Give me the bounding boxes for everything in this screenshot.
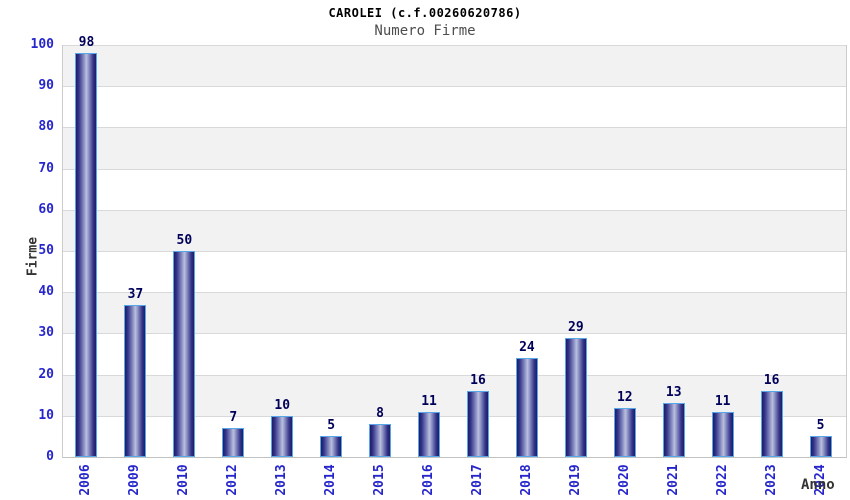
bar <box>564 337 587 457</box>
y-tick-label: 10 <box>38 407 54 423</box>
bar <box>124 304 147 457</box>
x-tick-label: 2017 <box>469 464 485 496</box>
bars-layer: 98 37 50 7 10 5 8 11 16 24 29 12 13 11 16 5 <box>62 36 845 457</box>
x-tick-label: 2021 <box>665 464 681 496</box>
bar <box>466 391 489 457</box>
x-tick-label: 2019 <box>567 464 583 496</box>
bar-value-label: 10 <box>274 397 291 413</box>
bar <box>711 411 734 457</box>
bar-value-label: 16 <box>470 373 486 389</box>
y-tick-label: 80 <box>38 119 54 135</box>
bar <box>173 251 196 457</box>
y-axis-label: Firme <box>25 236 41 277</box>
plot-band <box>63 209 846 251</box>
bar <box>222 428 245 457</box>
x-tick-label: 2014 <box>323 464 339 496</box>
bar <box>369 424 392 457</box>
x-tick-label: 2012 <box>225 464 241 496</box>
bar <box>418 411 441 457</box>
x-tick-label: 2023 <box>763 464 779 496</box>
bar <box>613 407 636 457</box>
y-tick-label: 70 <box>38 160 54 176</box>
bar <box>320 436 343 457</box>
x-axis-label: Anno <box>801 477 835 493</box>
chart-subtitle: Numero Firme <box>374 23 476 39</box>
x-tick-label: 2016 <box>421 464 437 496</box>
bar-value-label: 29 <box>568 319 584 335</box>
bar <box>75 53 98 457</box>
x-tick-label: 2009 <box>127 464 143 496</box>
bar <box>809 436 832 457</box>
plot-band <box>63 45 846 87</box>
bar <box>662 403 685 457</box>
bar-value-label: 11 <box>714 393 731 409</box>
bar-value-label: 7 <box>229 410 238 426</box>
y-tick-label: 90 <box>38 78 54 94</box>
bar-value-label: 5 <box>327 418 336 434</box>
y-tick-label: 30 <box>38 325 54 341</box>
x-tick-label: 2006 <box>78 464 94 496</box>
x-tick-label: 2013 <box>274 464 290 496</box>
bar-value-label: 11 <box>421 393 437 409</box>
bar <box>760 391 783 457</box>
x-tick-label: 2020 <box>616 464 632 496</box>
y-tick-label: 60 <box>38 201 54 217</box>
bar-value-label: 16 <box>763 373 780 389</box>
x-tick-label: 2022 <box>714 464 730 496</box>
x-tick-label: 2010 <box>176 464 192 496</box>
bar-value-label: 8 <box>376 406 384 422</box>
y-tick-label: 0 <box>46 449 54 464</box>
x-tick-label: 2018 <box>518 464 534 496</box>
bar-value-label: 50 <box>176 233 193 248</box>
chart-title: CAROLEI (c.f.00260620786) <box>328 6 522 20</box>
x-tick-label: 2015 <box>372 464 388 496</box>
bar <box>515 358 538 457</box>
bar <box>271 415 294 457</box>
bar-value-label: 13 <box>665 385 682 401</box>
bar-value-label: 98 <box>78 35 95 51</box>
bar-value-label: 12 <box>616 389 633 405</box>
plot-band <box>63 127 846 169</box>
bar-value-label: 24 <box>519 340 535 356</box>
plot-band <box>63 86 846 128</box>
bar-value-label: 37 <box>127 286 144 302</box>
y-tick-label: 40 <box>38 284 54 300</box>
y-tick-label: 20 <box>38 366 54 382</box>
x-axis-ticks: 2006 2009 2010 2012 2013 2014 2015 2016 2017 2018… <box>62 457 845 500</box>
y-tick-label: 100 <box>30 37 54 52</box>
bar-value-label: 5 <box>816 418 825 434</box>
plot-band <box>63 168 846 210</box>
